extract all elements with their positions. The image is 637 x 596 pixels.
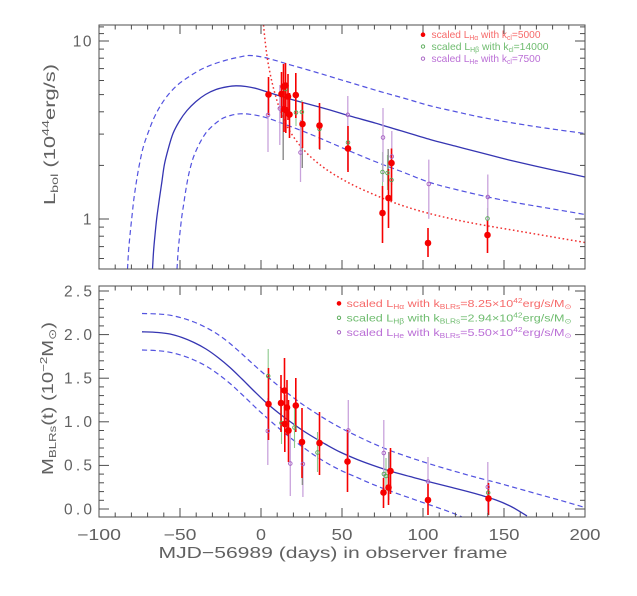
svg-text:scaled LHβ with kcl=14000: scaled LHβ with kcl=14000 [432,41,549,54]
svg-text:10: 10 [73,33,93,50]
svg-text:scaled LHe with kcl=7500: scaled LHe with kcl=7500 [432,53,541,66]
svg-text:scaled LHα with kcl=5000: scaled LHα with kcl=5000 [432,29,541,42]
svg-text:0: 0 [256,527,266,544]
svg-text:200: 200 [570,527,601,544]
svg-text:−100: −100 [77,527,121,544]
svg-text:0.5: 0.5 [64,458,93,475]
svg-text:2.5: 2.5 [64,283,93,300]
svg-text:1: 1 [83,211,93,228]
svg-text:Lbol (1044erg/s): Lbol (1044erg/s) [40,64,61,205]
svg-text:MJD−56989 (days) in observer f: MJD−56989 (days) in observer frame [159,545,508,562]
svg-text:2.0: 2.0 [64,327,93,344]
svg-text:−50: −50 [164,527,197,544]
svg-text:1.0: 1.0 [64,414,93,431]
svg-text:150: 150 [489,527,520,544]
svg-text:50: 50 [332,527,353,544]
svg-text:0.0: 0.0 [64,501,93,518]
svg-text:1.5: 1.5 [64,371,93,388]
svg-text:100: 100 [408,527,439,544]
